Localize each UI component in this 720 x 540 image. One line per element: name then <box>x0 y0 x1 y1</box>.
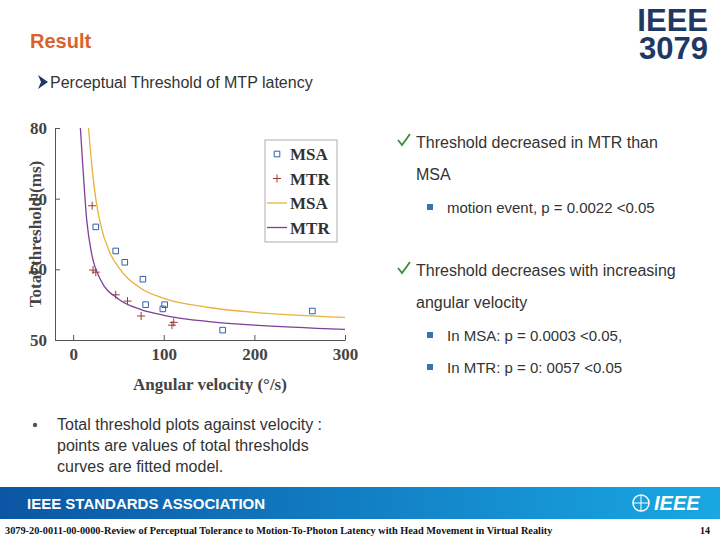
tick-label: 80 <box>30 119 47 138</box>
tick-label: 100 <box>152 345 178 364</box>
point-text: MSA <box>416 166 451 183</box>
footer-page: 14 <box>700 525 710 536</box>
bullet-square <box>427 332 433 338</box>
bullet-square <box>427 364 433 370</box>
bullet-arrow <box>38 75 48 89</box>
legend-swatch <box>274 151 280 157</box>
axis-line <box>55 129 56 341</box>
legend-label: MTR <box>290 219 330 238</box>
heading: Perceptual Threshold of MTP latency <box>50 74 313 91</box>
footer-globe-line <box>633 495 649 511</box>
point <box>160 306 166 312</box>
tick-mark <box>164 335 165 340</box>
note-text: Total threshold plots against velocity : <box>57 416 322 433</box>
tick-mark <box>55 128 60 129</box>
slide-title: Result <box>30 30 91 52</box>
tick-label: 300 <box>333 345 359 364</box>
chart: 010020030050607080Angular velocity (°/s)… <box>26 119 358 394</box>
point <box>310 308 316 314</box>
tick: 80 <box>30 119 60 138</box>
legend-swatch <box>273 175 281 183</box>
point <box>137 312 145 320</box>
legend-swatch <box>267 202 287 203</box>
tick-mark <box>55 269 60 270</box>
legend-swatch <box>267 227 287 228</box>
tick: 200 <box>242 335 268 364</box>
sub-point-text: In MTR: p = 0: 0057 <0.05 <box>447 359 622 376</box>
tick: 50 <box>30 331 60 350</box>
footer-brand: IEEE <box>654 492 700 514</box>
point <box>220 327 226 333</box>
sub-point-text: motion event, p = 0.0022 <0.05 <box>447 199 655 216</box>
point-text: Threshold decreases with increasing <box>416 262 676 279</box>
tick: 100 <box>152 335 178 364</box>
bullet-check <box>398 262 410 273</box>
tick-mark <box>73 335 74 340</box>
footer-org: IEEE STANDARDS ASSOCIATION <box>27 495 265 512</box>
point <box>113 248 119 254</box>
point-text: Threshold decreased in MTR than <box>416 134 658 151</box>
x-axis-title: Angular velocity (°/s) <box>133 375 287 394</box>
tick-mark <box>55 199 60 200</box>
tick-mark <box>345 335 346 340</box>
point <box>93 224 99 230</box>
bullet-dot <box>33 423 37 427</box>
note-text: curves are fitted model. <box>57 458 223 475</box>
footer-globe <box>633 495 649 511</box>
footer-document: 3079-20-0011-00-0000-Review of Perceptua… <box>5 525 553 536</box>
tick: 0 <box>69 335 78 364</box>
point <box>122 259 128 265</box>
fit-line <box>89 128 345 317</box>
logo-bottom: 3079 <box>639 31 708 66</box>
legend-box <box>265 140 337 242</box>
sub-point-text: In MSA: p = 0.0003 <0.05, <box>447 327 622 344</box>
point <box>143 302 149 308</box>
legend: MSA MTR MSA MTR <box>265 140 337 242</box>
legend-label: MSA <box>290 145 329 164</box>
point <box>162 302 168 308</box>
fit-line <box>80 128 345 329</box>
tick-label: 200 <box>242 345 268 364</box>
footer-bar <box>0 487 720 519</box>
bullet-square <box>427 204 433 210</box>
note-text: points are values of total thresholds <box>57 437 309 454</box>
point <box>170 318 178 326</box>
x-axis: 0 100 200 300 <box>56 335 359 364</box>
point <box>88 202 96 210</box>
tick-mark <box>254 335 255 340</box>
tick-label: 50 <box>30 331 47 350</box>
axis-line <box>56 340 346 341</box>
legend-label: MSA <box>290 194 329 213</box>
point <box>140 276 146 282</box>
tick-mark <box>55 340 60 341</box>
plot-marks <box>80 128 345 333</box>
slide: Result IEEE 3079 Perceptual Threshold of MT… <box>0 0 720 540</box>
tick: 300 <box>333 335 359 364</box>
tick-label: 0 <box>69 345 78 364</box>
legend-label: MTR <box>290 170 330 189</box>
y-axis-title: Total threshold (ms) <box>26 161 45 307</box>
point-text: angular velocity <box>416 294 527 311</box>
bullet-check <box>398 134 410 145</box>
